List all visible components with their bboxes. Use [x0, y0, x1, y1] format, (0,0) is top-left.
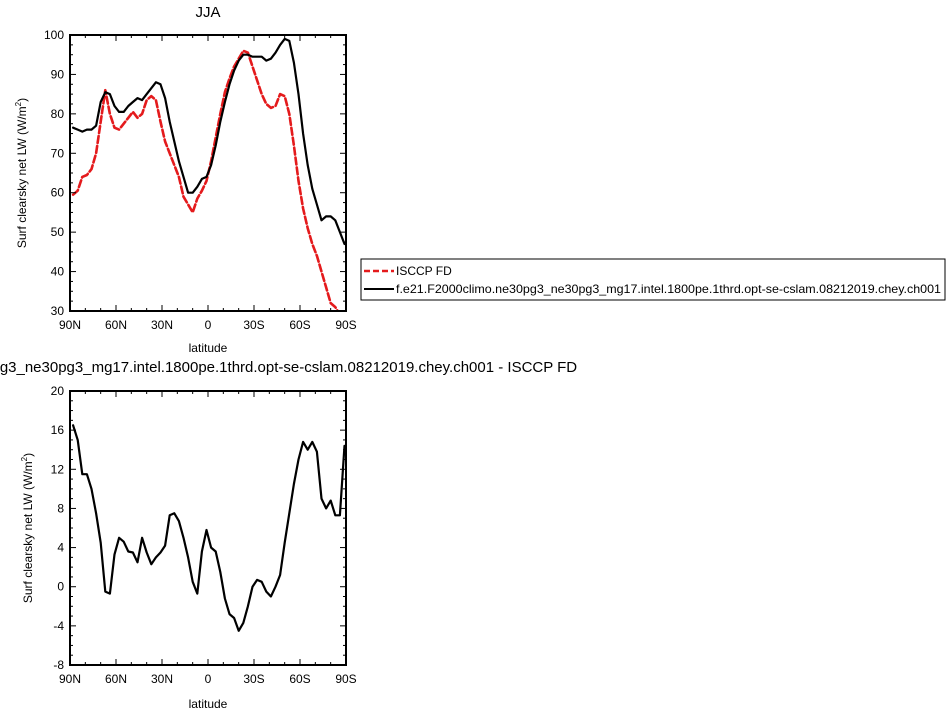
x-tick-label: 30N [151, 672, 173, 686]
x-tick-label: 90S [335, 318, 356, 332]
bottom-y-tick-labels: -8 -4 0 4 8 12 16 20 [51, 384, 65, 672]
y-tick-label: 50 [51, 225, 65, 239]
bottom-y-axis-label-main: Surf clearsky net LW (W/m [21, 461, 35, 603]
bottom-chart-title: f.e21.F2000climo.ne30pg3_ne30pg3_mg17.in… [0, 359, 577, 376]
y-tick-label: 12 [51, 462, 65, 476]
bottom-y-axis-label-sup: 2 [20, 456, 29, 461]
bottom-panel: f.e21.F2000climo.ne30pg3_ne30pg3_mg17.in… [0, 359, 577, 711]
legend-label-model: f.e21.F2000climo.ne30pg3_ne30pg3_mg17.in… [396, 282, 941, 296]
x-tick-label: 60N [105, 318, 127, 332]
top-tick-marks [69, 34, 347, 312]
top-y-axis-label-sup: 2 [14, 101, 23, 106]
y-tick-label: 100 [44, 28, 64, 42]
legend: ISCCP FD f.e21.F2000climo.ne30pg3_ne30pg… [360, 258, 946, 301]
legend-box [360, 258, 946, 301]
y-tick-label: 40 [51, 265, 65, 279]
y-tick-label: -4 [53, 619, 64, 633]
x-tick-label: 0 [205, 672, 212, 686]
x-tick-label: 60S [289, 672, 310, 686]
x-tick-label: 30N [151, 318, 173, 332]
y-tick-label: 30 [51, 304, 65, 318]
x-tick-label: 30S [243, 672, 264, 686]
y-tick-label: 0 [57, 580, 64, 594]
y-tick-label: -8 [53, 658, 64, 672]
bottom-series-group [72, 424, 346, 632]
y-tick-label: 60 [51, 186, 65, 200]
x-tick-label: 90N [59, 318, 81, 332]
top-x-axis-label: latitude [189, 341, 228, 355]
x-tick-label: 0 [205, 318, 212, 332]
y-tick-label: 4 [57, 541, 64, 555]
bottom-y-axis-label-end: ) [21, 453, 35, 457]
top-series-group [71, 37, 346, 311]
bottom-plot-frame [69, 390, 347, 666]
y-tick-label: 16 [51, 423, 65, 437]
y-tick-label: 90 [51, 67, 65, 81]
top-series-line-1 [72, 37, 346, 246]
y-tick-label: 70 [51, 146, 65, 160]
legend-label-isccp: ISCCP FD [396, 264, 452, 278]
x-tick-label: 90S [335, 672, 356, 686]
top-x-tick-labels: 90N 60N 30N 0 30S 60S 90S [59, 318, 357, 332]
bottom-x-tick-labels: 90N 60N 30N 0 30S 60S 90S [59, 672, 357, 686]
top-y-axis-label-main: Surf clearsky net LW (W/m [15, 106, 29, 248]
top-y-tick-labels: 30 40 50 60 70 80 90 100 [44, 28, 64, 318]
x-tick-label: 60S [289, 318, 310, 332]
top-y-axis-label-end: ) [15, 98, 29, 102]
bottom-tick-marks [69, 390, 347, 666]
x-tick-label: 30S [243, 318, 264, 332]
bottom-y-axis-label: Surf clearsky net LW (W/m2) [20, 453, 35, 603]
y-tick-label: 80 [51, 107, 65, 121]
bottom-series-line-0 [72, 424, 346, 632]
bottom-x-axis-label: latitude [189, 697, 228, 711]
top-series-line-0 [71, 49, 340, 311]
y-tick-label: 20 [51, 384, 65, 398]
x-tick-label: 60N [105, 672, 127, 686]
top-y-axis-label: Surf clearsky net LW (W/m2) [14, 98, 29, 248]
x-tick-label: 90N [59, 672, 81, 686]
y-tick-label: 8 [57, 501, 64, 515]
top-chart-title: JJA [195, 4, 220, 21]
